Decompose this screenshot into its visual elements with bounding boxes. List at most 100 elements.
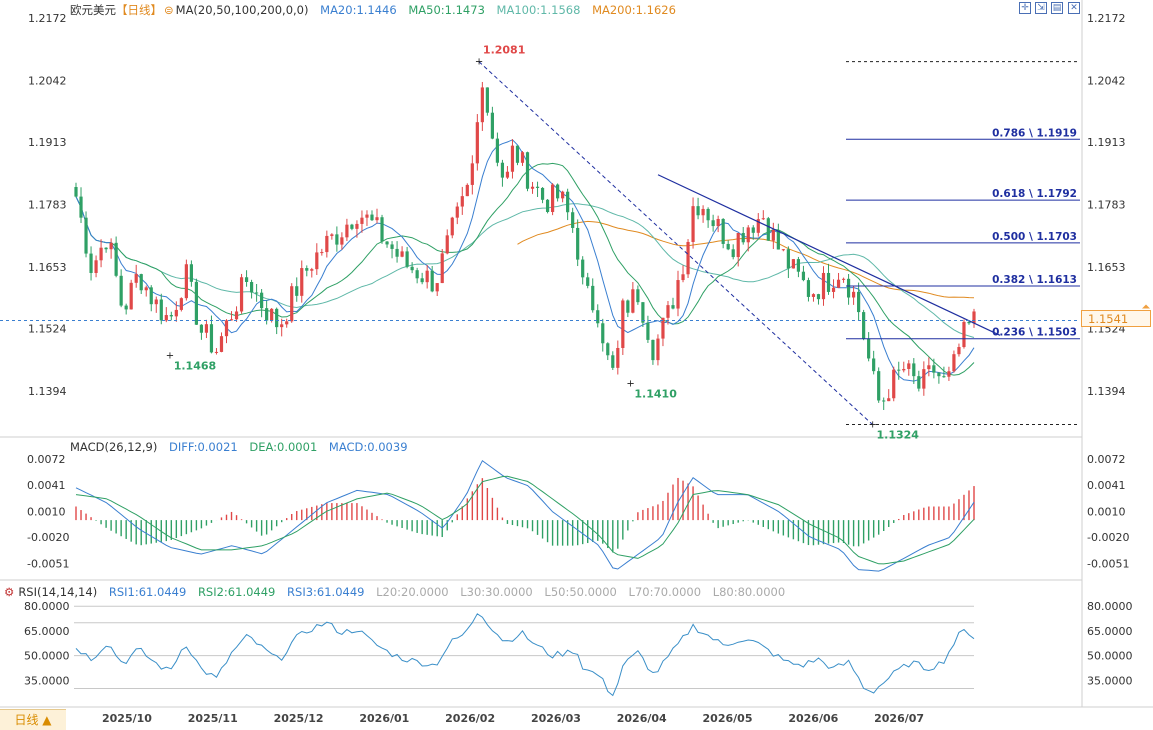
expand-icon[interactable]: ⇲	[1035, 2, 1047, 14]
l30-value: L30:30.0000	[460, 585, 533, 599]
macd-diff: DIFF:0.0021	[169, 440, 238, 454]
candle-body	[816, 294, 821, 300]
candle-body	[255, 292, 259, 294]
candle-body	[947, 371, 951, 377]
candle-body	[591, 285, 595, 311]
close-icon[interactable]: ✕	[1068, 2, 1080, 14]
x-tick: 2026/06	[788, 712, 838, 725]
rsi-header: ⚙ RSI(14,14,14) RSI1:61.0449 RSI2:61.0449…	[4, 585, 793, 601]
candle-body	[159, 299, 163, 321]
candle-body	[641, 302, 645, 323]
candle-body	[370, 214, 374, 221]
candle-body	[540, 187, 545, 200]
candle-body	[706, 208, 710, 221]
main-y-tick-left: 1.1653	[28, 261, 67, 274]
candle-body	[465, 184, 469, 197]
candle-body	[826, 272, 831, 292]
candle-body	[831, 287, 836, 292]
candle-body	[124, 305, 128, 310]
candle-body	[806, 280, 811, 297]
candle-body	[621, 300, 625, 348]
candle-body	[851, 291, 856, 298]
candle-body	[74, 187, 78, 197]
candle-body	[224, 320, 229, 337]
candle-body	[801, 271, 806, 281]
rsi3-value: RSI3:61.0449	[287, 585, 365, 599]
candle-body	[937, 372, 941, 377]
candle-body	[490, 112, 494, 139]
candle-body	[967, 321, 971, 324]
candle-body	[199, 324, 204, 333]
rsi-settings-icon[interactable]: ⚙	[4, 585, 15, 599]
x-tick: 2026/07	[874, 712, 924, 725]
candle-body	[415, 270, 419, 279]
ma200-value: MA200:1.1626	[592, 3, 676, 17]
candle-body	[385, 241, 389, 245]
period-label[interactable]: 【日线】	[116, 3, 162, 17]
main-y-tick-left: 1.1524	[28, 323, 67, 336]
candle-body	[129, 282, 133, 310]
candle-body	[480, 87, 484, 123]
candle-body	[561, 191, 565, 199]
candle-body	[209, 324, 214, 353]
candle-body	[897, 369, 901, 371]
rsi1-value: RSI1:61.0449	[108, 585, 187, 599]
candle-body	[751, 227, 755, 233]
macd-y-tick-right: -0.0051	[1087, 558, 1129, 571]
candle-body	[154, 299, 158, 305]
candle-body	[601, 323, 605, 344]
candle-body	[89, 253, 93, 273]
price-marker-icon	[1142, 304, 1150, 309]
candle-body	[525, 152, 530, 189]
candle-body	[229, 319, 234, 321]
candle-body	[927, 365, 931, 370]
main-y-tick-right: 1.2172	[1087, 12, 1126, 25]
candle-body	[862, 312, 866, 339]
candle-body	[721, 218, 725, 244]
crosshair-icon[interactable]: ✛	[1019, 2, 1031, 14]
candle-body	[736, 232, 740, 258]
candle-body	[776, 229, 780, 250]
extreme-marker: +	[475, 57, 483, 68]
candle-body	[184, 264, 188, 299]
grid-icon[interactable]: ▤	[1051, 2, 1063, 14]
extreme-marker: +	[868, 419, 876, 430]
candle-body	[204, 324, 209, 333]
candle-body	[365, 214, 369, 218]
fib-level-label: 0.382 \ 1.1613	[992, 274, 1077, 286]
macd-y-tick-right: -0.0020	[1087, 531, 1129, 544]
rsi-y-tick-left: 80.0000	[24, 600, 70, 613]
candle-body	[636, 289, 640, 303]
candle-body	[841, 278, 846, 280]
retracement-line	[478, 61, 873, 425]
resistance-trendline	[657, 174, 1001, 336]
candle-body	[440, 253, 444, 284]
rsi-y-tick-right: 80.0000	[1087, 600, 1133, 613]
candle-body	[596, 310, 600, 324]
x-tick: 2026/02	[445, 712, 495, 725]
macd-value: MACD:0.0039	[328, 440, 408, 454]
x-tick: 2025/10	[102, 712, 152, 725]
candle-body	[917, 376, 921, 389]
candle-body	[395, 248, 399, 257]
candle-body	[581, 259, 585, 278]
settings-icon[interactable]: ⊜	[164, 3, 174, 17]
x-tick: 2026/05	[703, 712, 753, 725]
candle-body	[94, 260, 98, 273]
candle-body	[450, 217, 454, 236]
rsi-y-tick-right: 35.0000	[1087, 674, 1133, 687]
candle-body	[275, 308, 279, 328]
rsi-y-tick-left: 35.0000	[24, 674, 70, 687]
candle-body	[260, 292, 264, 309]
candle-body	[300, 268, 304, 296]
candle-body	[626, 300, 630, 313]
candle-body	[500, 162, 505, 178]
candle-body	[505, 171, 510, 178]
candle-body	[84, 217, 88, 254]
main-y-tick-left: 1.2042	[28, 74, 67, 87]
period-tab[interactable]: 日线 ▲	[0, 709, 66, 730]
extreme-marker: +	[626, 378, 634, 389]
candle-body	[174, 309, 178, 317]
candle-body	[952, 354, 956, 372]
candle-body	[766, 218, 770, 241]
